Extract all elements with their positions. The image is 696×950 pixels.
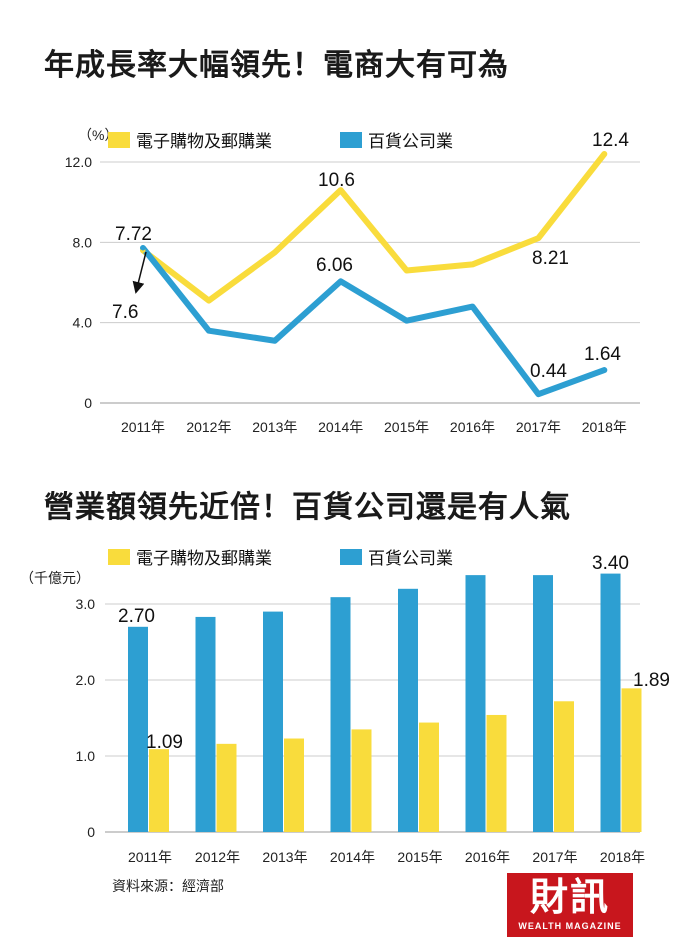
line-point <box>601 367 607 373</box>
line-chart-y-tick-label: 12.0 <box>65 154 92 170</box>
bar-ecommerce <box>419 722 439 832</box>
line-point <box>272 338 278 344</box>
wealth-magazine-logo: 財訊 WEALTH MAGAZINE <box>507 873 633 937</box>
bar-chart-bars <box>128 573 642 832</box>
data-label-ecom-2018: 12.4 <box>592 130 629 151</box>
line-chart-x-tick-label: 2011年 <box>121 419 165 435</box>
bar-department <box>128 626 148 832</box>
line-chart-y-tick-label: 8.0 <box>73 234 93 250</box>
logo-text: 財訊 <box>529 874 610 919</box>
legend-label-ecommerce: 電子購物及郵購業 <box>136 132 272 151</box>
line-point <box>272 249 278 255</box>
legend-swatch-ecommerce-bars <box>108 549 130 565</box>
data-label-dept-2011-bar: 2.70 <box>118 606 155 627</box>
series-line-department <box>140 244 608 398</box>
bar-chart-x-ticks: 2011年 2012年 2013年 2014年 2015年 2016年 2017年 2018年 <box>128 849 645 865</box>
bar-ecommerce <box>351 729 372 832</box>
bar-department <box>263 611 283 832</box>
line-chart-x-tick-label: 2015年 <box>384 419 429 435</box>
bar-chart-x-tick-label: 2013年 <box>262 849 307 865</box>
bar-chart-x-tick-label: 2012年 <box>195 849 240 865</box>
bar-chart-title: 營業額領先近倍！百貨公司還是有人氣 <box>44 491 571 524</box>
data-label-dept-2018: 1.64 <box>584 344 621 365</box>
line-point <box>404 267 410 273</box>
bar-department <box>533 575 553 832</box>
data-label-dept-2018-bar: 3.40 <box>592 553 629 574</box>
bar-department <box>195 616 216 832</box>
data-label-dept-2017: 0.44 <box>530 361 567 382</box>
legend-swatch-ecommerce <box>108 132 130 148</box>
line-point <box>470 261 475 267</box>
line-chart-title: 年成長率大幅領先！電商大有可為 <box>44 49 509 82</box>
legend-label-ecommerce-bars: 電子購物及郵購業 <box>136 549 272 568</box>
data-label-ecom-2018-bar: 1.89 <box>633 670 670 691</box>
bar-department <box>600 573 621 832</box>
series-line-ecommerce <box>140 150 608 304</box>
bar-chart-y-ticks: 0 1.0 2.0 3.0 <box>76 596 96 840</box>
line-point <box>601 151 607 157</box>
source-note: 資料來源：經濟部 <box>112 878 224 894</box>
data-label-ecom-2014: 10.6 <box>318 170 355 191</box>
line-chart-x-tick-label: 2018年 <box>582 419 627 435</box>
bar-ecommerce <box>621 688 642 832</box>
bar-department <box>465 575 486 832</box>
line-point <box>206 328 212 334</box>
line-chart-x-tick-label: 2016年 <box>450 419 495 435</box>
bar-ecommerce <box>149 749 169 832</box>
bar-ecommerce <box>486 714 507 832</box>
line-point <box>206 298 212 304</box>
data-label-dept-2014: 6.06 <box>316 255 353 276</box>
line-chart: 04.08.012.0 2011年 2012年 2013年 2014年 2015年 201… <box>65 127 640 435</box>
line-chart-x-ticks: 2011年 2012年 2013年 2014年 2015年 2016年 2017年 2018年 <box>121 419 627 435</box>
logo-subtext: WEALTH MAGAZINE <box>518 921 622 931</box>
bar-chart-x-tick-label: 2011年 <box>128 849 172 865</box>
line-point <box>140 245 146 251</box>
data-label-ecom-2011: 7.6 <box>112 302 138 323</box>
bar-chart-x-tick-label: 2017年 <box>532 849 577 865</box>
bar-chart-x-tick-label: 2018年 <box>600 849 645 865</box>
legend-label-department: 百貨公司業 <box>368 132 453 151</box>
line-point <box>535 235 541 241</box>
bar-chart-y-tick-label: 0 <box>87 824 95 840</box>
line-chart-x-tick-label: 2017年 <box>516 419 561 435</box>
data-label-ecom-2011-bar: 1.09 <box>146 732 183 753</box>
bar-chart-y-tick-label: 3.0 <box>76 596 96 612</box>
arrow-annotation <box>132 251 147 294</box>
line-chart-grid <box>100 161 640 404</box>
line-point <box>404 318 410 324</box>
legend-label-department-bars: 百貨公司業 <box>368 549 453 568</box>
line-chart-x-tick-label: 2012年 <box>186 419 231 435</box>
line-point <box>470 304 475 310</box>
line-chart-series <box>140 150 608 398</box>
bar-ecommerce <box>216 743 237 832</box>
legend-swatch-department <box>340 132 362 148</box>
bar-chart-y-tick-label: 2.0 <box>76 672 96 688</box>
line-chart-y-tick-label: 0 <box>84 395 92 411</box>
line-chart-x-tick-label: 2013年 <box>252 419 297 435</box>
line-chart-x-tick-label: 2014年 <box>318 419 363 435</box>
bar-chart-x-tick-label: 2014年 <box>330 849 375 865</box>
line-point <box>535 391 541 397</box>
line-point <box>338 187 344 193</box>
legend-swatch-department-bars <box>340 549 362 565</box>
bar-department <box>330 597 351 832</box>
bar-chart-x-tick-label: 2015年 <box>397 849 442 865</box>
data-label-ecom-2017: 8.21 <box>532 248 569 269</box>
line-point <box>338 278 344 284</box>
line-chart-y-tick-label: 4.0 <box>73 315 93 331</box>
bar-chart: 0 1.0 2.0 3.0 2011年 2012年 2013年 2014年 2015年 2016… <box>20 549 670 865</box>
bar-ecommerce <box>554 701 574 832</box>
bar-chart-y-tick-label: 1.0 <box>76 748 96 764</box>
line-chart-y-ticks: 0 4.0 8.0 12.0 <box>65 154 92 411</box>
bar-ecommerce <box>284 738 304 832</box>
bar-department <box>398 588 418 832</box>
data-label-dept-2011: 7.72 <box>115 224 152 245</box>
bar-chart-x-tick-label: 2016年 <box>465 849 510 865</box>
bar-chart-unit: （千億元） <box>20 570 90 586</box>
